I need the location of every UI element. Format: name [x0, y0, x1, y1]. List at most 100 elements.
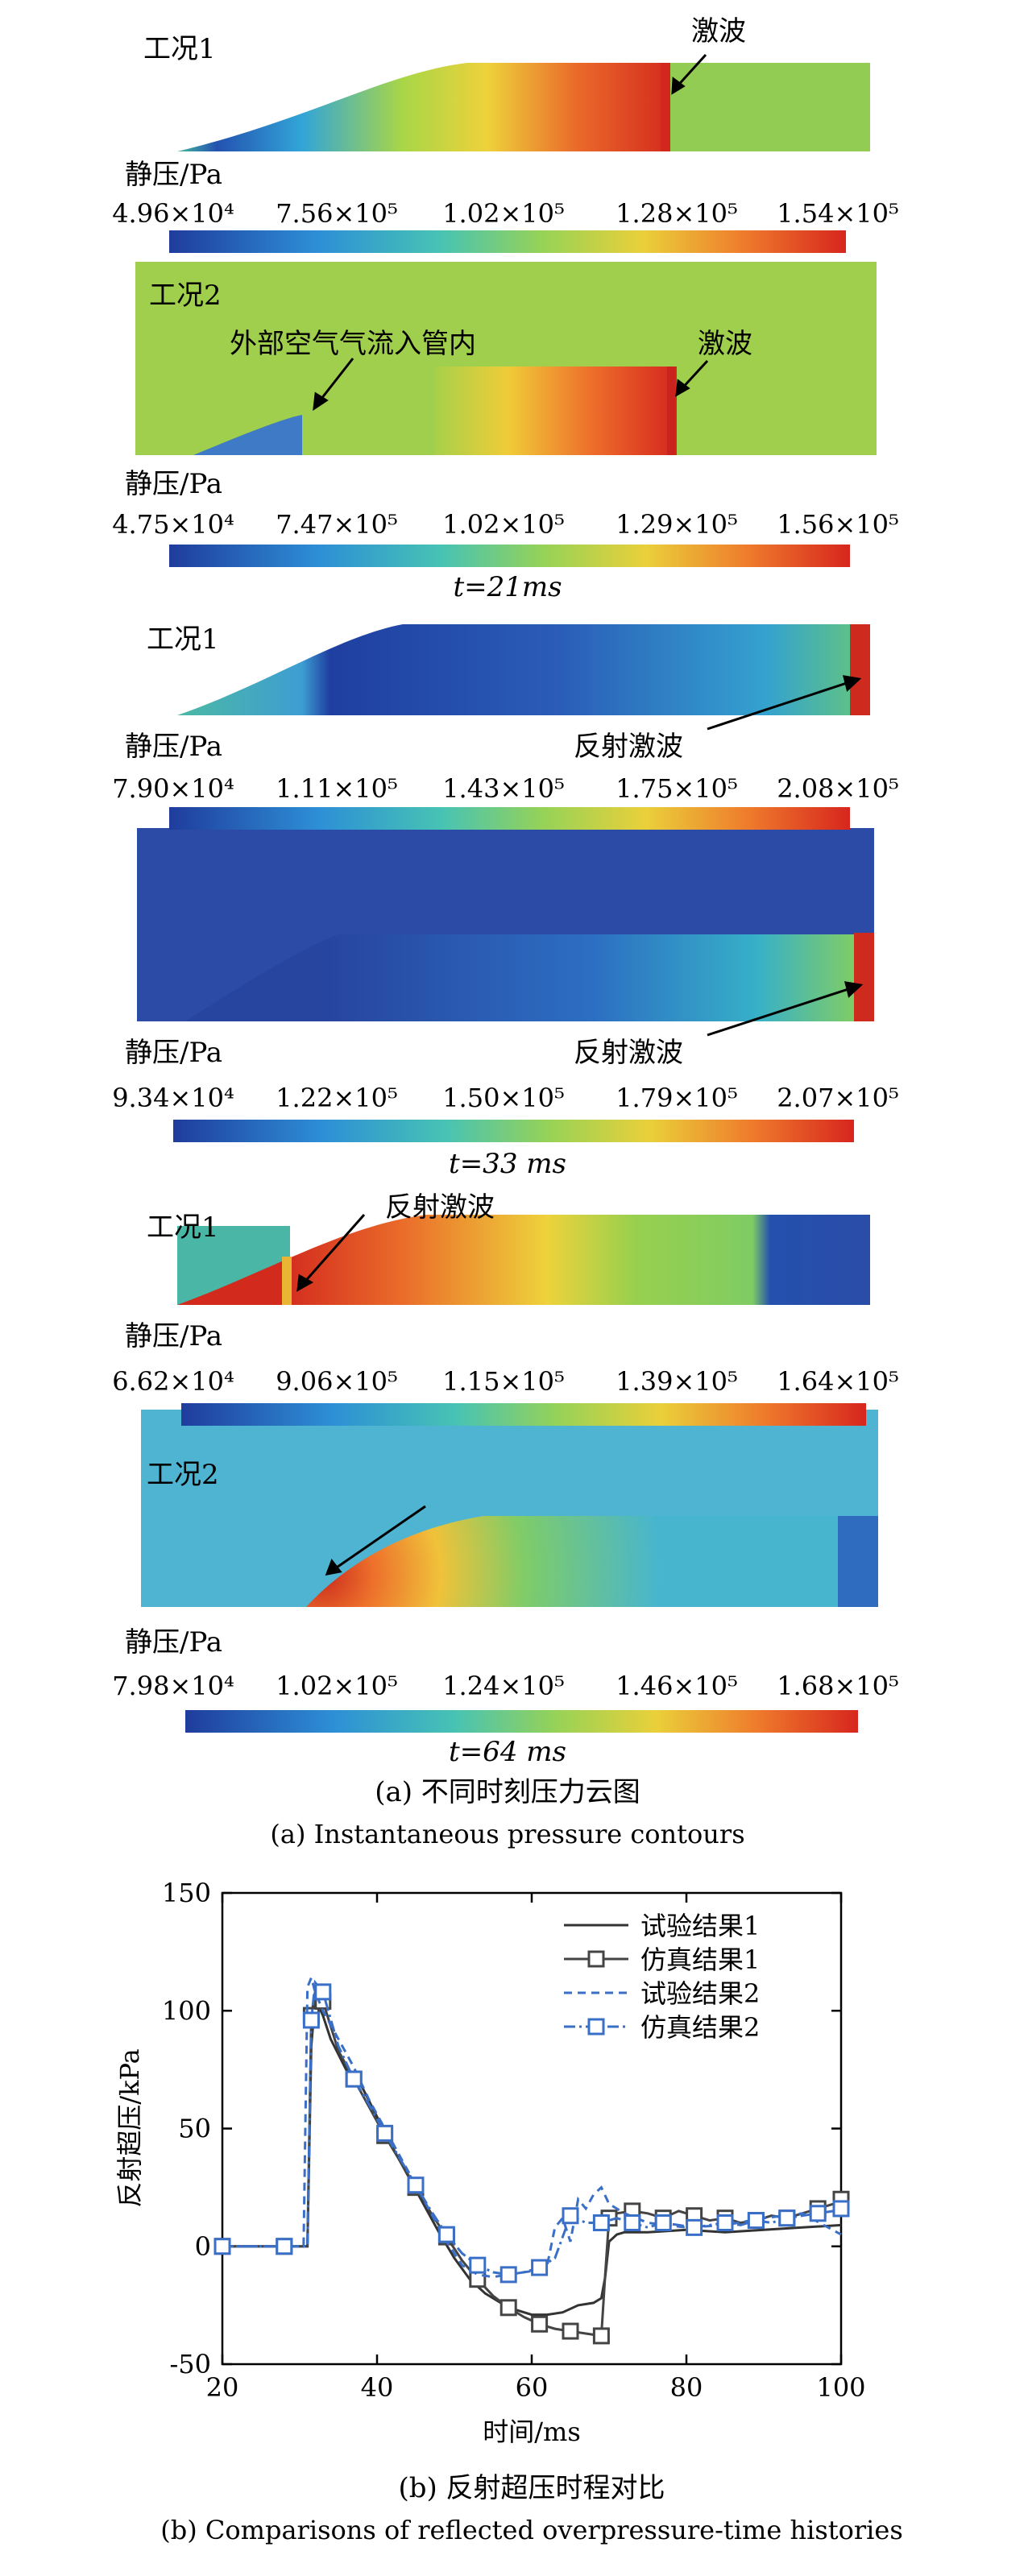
series-layer: [213, 1973, 850, 2345]
legend-item: 试验结果2: [564, 1978, 760, 2009]
legend-label: 试验结果2: [640, 1978, 760, 2009]
shock-front: [667, 367, 675, 455]
unit-label: 静压/Pa: [125, 1320, 222, 1352]
series-marker-4: [345, 2070, 363, 2088]
scale-tick: 7.47×10⁵: [276, 509, 398, 540]
x-tick-label: 60: [516, 2372, 549, 2403]
legend-item: 仿真结果1: [564, 1944, 760, 1975]
panel-label: 工况1: [147, 1211, 219, 1244]
series-marker-4: [747, 2212, 765, 2230]
scale-ticks-1: 4.96×10⁴ 7.56×10⁵ 1.02×10⁵ 1.28×10⁵ 1.54…: [112, 198, 899, 229]
series-marker-4: [376, 2124, 394, 2142]
legend-label: 仿真结果2: [640, 2012, 760, 2043]
shock-front: [661, 63, 670, 151]
scale-tick: 1.22×10⁵: [276, 1083, 398, 1113]
series-marker-4: [686, 2218, 703, 2236]
exit-region: [838, 1516, 878, 1607]
scale-tick: 1.11×10⁵: [276, 773, 398, 804]
arrow: [317, 358, 354, 404]
scale-ticks-5: 6.62×10⁴ 9.06×10⁵ 1.15×10⁵ 1.39×10⁵ 1.64…: [112, 1366, 899, 1397]
contour-field: [177, 624, 870, 715]
annotation-arrows: [296, 53, 864, 1576]
scale-ticks-4: 9.34×10⁴ 1.22×10⁵ 1.50×10⁵ 1.79×10⁵ 2.07…: [112, 1083, 899, 1113]
series-marker-2: [562, 2322, 579, 2340]
scale-tick: 1.15×10⁵: [442, 1366, 565, 1397]
caption-a-cn: (a) 不同时刻压力云图: [375, 1776, 640, 1808]
scale-tick: 1.50×10⁵: [442, 1083, 565, 1113]
colorbar-5: [181, 1403, 866, 1426]
contour-panel-1: [177, 63, 870, 151]
series-marker-4: [809, 2205, 827, 2222]
scale-tick: 1.02×10⁵: [442, 509, 565, 540]
annotation-label: 反射激波: [385, 1191, 495, 1224]
tube-region: [306, 1516, 838, 1607]
time-label: t=33 ms: [449, 1148, 566, 1180]
scale-tick: 1.54×10⁵: [777, 198, 899, 229]
scale-tick: 1.43×10⁵: [442, 773, 565, 804]
series-marker-4: [716, 2214, 734, 2231]
scale-tick: 1.75×10⁵: [616, 773, 738, 804]
contour-panel-5: [177, 1215, 870, 1305]
series-marker-4: [407, 2176, 425, 2194]
x-tick-label: 20: [206, 2372, 239, 2403]
x-tick-label: 40: [361, 2372, 394, 2403]
arrow-head: [313, 391, 329, 412]
series-marker-4: [499, 2266, 517, 2284]
scale-tick: 7.98×10⁴: [112, 1671, 234, 1701]
high-pressure-region: [435, 367, 677, 455]
annotation-label: 反射激波: [574, 1037, 683, 1069]
scale-tick: 9.06×10⁵: [276, 1366, 398, 1397]
series-marker-4: [302, 2011, 320, 2029]
scale-tick: 1.64×10⁵: [777, 1366, 899, 1397]
contour-panel-6: [141, 1410, 878, 1607]
annotation-label: 激波: [691, 15, 746, 48]
legend-label: 试验结果1: [640, 1911, 760, 1941]
scale-tick: 4.96×10⁴: [112, 198, 234, 229]
caption-b-cn: (b) 反射超压时程对比: [398, 2472, 665, 2504]
panel-label: 工况1: [143, 33, 216, 65]
scale-tick: 1.56×10⁵: [777, 509, 899, 540]
unit-label: 静压/Pa: [125, 159, 222, 191]
contour-panel-3: [177, 624, 870, 715]
arrow: [331, 1505, 426, 1572]
scale-tick: 1.24×10⁵: [442, 1671, 565, 1701]
arrow: [707, 679, 855, 731]
legend: 试验结果1 仿真结果1 试验结果2 仿真结果2: [564, 1911, 760, 2043]
legend-label: 仿真结果1: [640, 1944, 760, 1975]
scale-tick: 9.34×10⁴: [112, 1083, 234, 1113]
y-axis-label: 反射超压/kPa: [114, 2048, 145, 2207]
series-marker-4: [832, 2200, 850, 2218]
scale-ticks-2: 4.75×10⁴ 7.47×10⁵ 1.02×10⁵ 1.29×10⁵ 1.56…: [112, 509, 899, 540]
annotation-label: 激波: [698, 328, 752, 360]
x-tick-label: 100: [816, 2372, 865, 2403]
legend-item: 试验结果1: [564, 1911, 760, 1941]
series-marker-4: [276, 2238, 293, 2255]
scale-tick: 1.46×10⁵: [616, 1671, 738, 1701]
reflected-shock: [854, 933, 874, 1021]
unit-label: 静压/Pa: [125, 1037, 222, 1069]
series-marker-4: [531, 2259, 549, 2276]
y-axis: -50 0 50 100 150: [162, 1878, 841, 2379]
legend-marker: [587, 2018, 605, 2036]
scale-tick: 1.39×10⁵: [616, 1366, 738, 1397]
series-marker-2: [592, 2327, 610, 2345]
scale-tick: 7.56×10⁵: [276, 198, 398, 229]
x-axis-label: 时间/ms: [483, 2417, 581, 2447]
series-marker-4: [213, 2238, 231, 2255]
unit-label: 静压/Pa: [125, 468, 222, 500]
y-tick-label: 150: [162, 1878, 211, 1908]
series-marker-4: [314, 1983, 332, 2001]
scale-tick: 1.28×10⁵: [616, 198, 738, 229]
colorbar-1: [169, 230, 846, 253]
colorbar-4: [173, 1120, 854, 1142]
arrow: [301, 1214, 366, 1286]
arrow: [707, 985, 856, 1037]
arrow-head: [675, 379, 690, 397]
tube-wedge: [193, 415, 302, 455]
arrow-head: [842, 675, 862, 692]
series-marker-4: [562, 2207, 579, 2225]
annotation-label: 反射激波: [574, 731, 683, 763]
panel-label: 工况2: [149, 280, 222, 312]
series-marker-4: [778, 2209, 796, 2227]
